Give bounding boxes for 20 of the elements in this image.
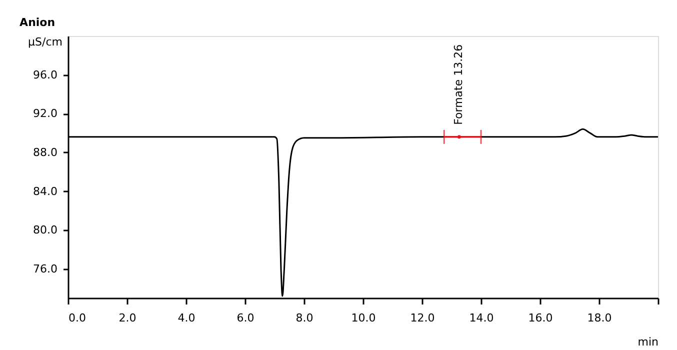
x-tick-label: 4.0 (178, 312, 196, 324)
y-axis-title: µS/cm (28, 36, 62, 48)
y-tick-label: 92.0 (33, 107, 58, 120)
y-tick-label: 80.0 (33, 224, 58, 237)
y-tick-label: 88.0 (33, 146, 58, 159)
chart-title: Anion (20, 16, 56, 29)
x-tick-label: 2.0 (118, 312, 136, 324)
x-tick-label: 12.0 (410, 312, 435, 324)
x-tick-label: 0.0 (68, 312, 86, 324)
y-tick-label: 84.0 (33, 184, 58, 198)
x-tick-label: 18.0 (587, 312, 612, 324)
y-tick-label: 76.0 (33, 262, 58, 276)
x-axis-title: min (638, 336, 659, 348)
x-tick-label: 8.0 (296, 312, 314, 324)
y-tick-label: 96.0 (33, 68, 58, 82)
x-tick-label: 10.0 (351, 312, 376, 324)
x-tick-label: 6.0 (236, 312, 254, 324)
annotation: Formate 13.26 (452, 44, 466, 125)
x-tick-label: 16.0 (528, 312, 553, 324)
x-tick-label: 14.0 (469, 312, 494, 324)
